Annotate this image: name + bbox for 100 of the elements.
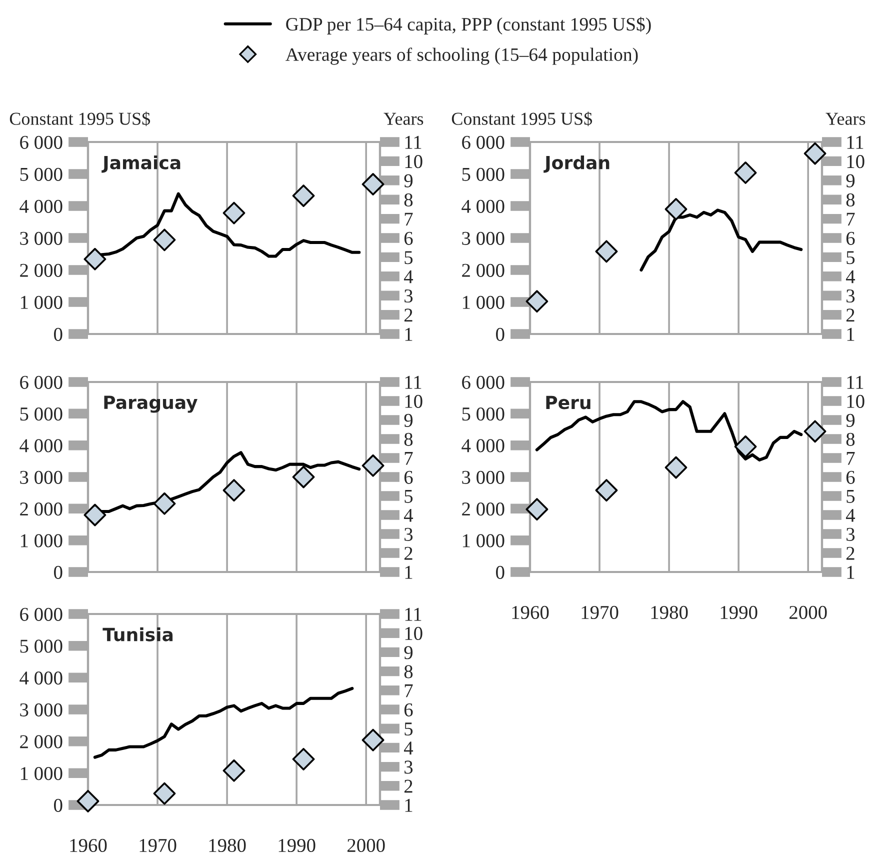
y-tick-label: 2 000 bbox=[20, 735, 62, 748]
y-tick-label: 3 000 bbox=[20, 703, 62, 716]
y2-tick-label: 11 bbox=[847, 376, 864, 389]
y2-tick-label: 6 bbox=[404, 232, 413, 245]
y2-tick-label: 5 bbox=[404, 490, 413, 503]
y2-tick-label: 4 bbox=[846, 508, 856, 522]
y2-tick-label: 4 bbox=[404, 508, 414, 522]
y-tick-label: 4 000 bbox=[20, 671, 62, 685]
point bbox=[362, 173, 384, 196]
y2-axis-title: Years bbox=[826, 112, 866, 125]
y2-tick-label: 4 bbox=[404, 270, 414, 284]
x-tick-label: 1960 bbox=[512, 606, 549, 620]
y2-tick-label: 7 bbox=[404, 212, 413, 226]
y2-tick-label: 3 bbox=[404, 289, 413, 303]
point bbox=[153, 492, 176, 515]
y-tick-label: 0 bbox=[496, 328, 504, 341]
y-tick-label: 5 000 bbox=[462, 168, 504, 181]
y2-tick-label: 7 bbox=[846, 452, 855, 465]
point bbox=[222, 759, 246, 782]
y2-tick-label: 2 bbox=[404, 546, 412, 560]
y-tick-label: 5 000 bbox=[20, 168, 62, 181]
y2-tick-label: 1 bbox=[847, 566, 854, 579]
point bbox=[595, 479, 618, 502]
y-axis-title: Constant 1995 US$ bbox=[10, 112, 150, 126]
x-tick-label: 1980 bbox=[651, 606, 688, 620]
y-tick-label: 2 000 bbox=[462, 264, 504, 277]
x-tick-label: 1960 bbox=[70, 838, 107, 852]
y-tick-label: 4 000 bbox=[462, 439, 504, 452]
y2-tick-label: 1 bbox=[847, 328, 854, 341]
y2-tick-label: 10 bbox=[847, 394, 864, 408]
y2-tick-label: 6 bbox=[846, 232, 855, 245]
point bbox=[734, 435, 757, 458]
x-tick-label: 1970 bbox=[582, 606, 618, 620]
x-tick-label: 1990 bbox=[278, 838, 316, 852]
y-tick-label: 5 000 bbox=[462, 407, 504, 421]
x-tick-label: 1990 bbox=[720, 606, 758, 620]
y-tick-label: 0 bbox=[496, 566, 504, 579]
y2-tick-label: 9 bbox=[846, 174, 855, 188]
point bbox=[804, 420, 826, 443]
point bbox=[292, 184, 315, 207]
point bbox=[292, 748, 315, 770]
x-tick-label: 1970 bbox=[140, 838, 176, 852]
point bbox=[84, 504, 106, 526]
y2-tick-label: 8 bbox=[404, 665, 413, 678]
point bbox=[362, 454, 384, 477]
y-tick-label: 1 000 bbox=[20, 296, 62, 309]
text: Paraguay bbox=[104, 396, 198, 413]
y-tick-label: 6 000 bbox=[462, 376, 504, 389]
y2-tick-label: 11 bbox=[405, 136, 422, 149]
point bbox=[804, 142, 826, 165]
y2-tick-label: 5 bbox=[404, 722, 413, 736]
line-series bbox=[93, 686, 354, 759]
text: Jamaica bbox=[102, 155, 180, 173]
y2-tick-label: 7 bbox=[404, 452, 413, 465]
y-tick-label: 1 000 bbox=[462, 296, 504, 309]
y-tick-label: 2 000 bbox=[20, 264, 62, 277]
y-tick-label: 0 bbox=[54, 566, 62, 579]
point bbox=[292, 466, 315, 488]
y2-tick-label: 10 bbox=[405, 394, 422, 408]
y2-tick-label: 2 bbox=[846, 546, 854, 560]
y2-tick-label: 3 bbox=[846, 528, 855, 541]
y-tick-label: 3 000 bbox=[20, 470, 62, 484]
y-tick-label: 6 000 bbox=[20, 136, 62, 149]
point bbox=[362, 728, 384, 752]
y-tick-label: 4 000 bbox=[20, 439, 62, 452]
y2-tick-label: 6 bbox=[404, 703, 413, 716]
y2-tick-label: 10 bbox=[405, 626, 422, 640]
y-tick-label: 1 000 bbox=[20, 534, 62, 548]
y2-tick-label: 5 bbox=[846, 251, 855, 264]
y-tick-label: 3 000 bbox=[20, 232, 62, 245]
y-tick-label: 5 000 bbox=[20, 407, 62, 421]
point bbox=[153, 782, 176, 805]
y2-tick-label: 10 bbox=[847, 155, 864, 168]
y2-tick-label: 2 bbox=[846, 308, 854, 322]
y2-tick-label: 8 bbox=[846, 432, 855, 446]
y-tick-label: 3 000 bbox=[462, 232, 504, 245]
y-tick-label: 0 bbox=[54, 798, 62, 812]
y2-tick-label: 7 bbox=[846, 212, 855, 226]
point bbox=[76, 790, 100, 812]
y2-tick-label: 9 bbox=[404, 646, 413, 660]
y-tick-label: 2 000 bbox=[20, 502, 62, 516]
y2-tick-label: 9 bbox=[404, 174, 413, 188]
y-tick-label: 0 bbox=[54, 328, 62, 341]
point bbox=[153, 228, 176, 252]
y2-tick-label: 5 bbox=[404, 251, 413, 264]
y2-tick-label: 10 bbox=[405, 155, 422, 168]
point bbox=[222, 479, 246, 502]
point bbox=[526, 290, 548, 313]
y2-tick-label: 8 bbox=[404, 193, 413, 207]
y2-tick-label: 3 bbox=[404, 528, 413, 541]
y2-tick-label: 7 bbox=[404, 684, 413, 698]
y-tick-label: 1 000 bbox=[20, 766, 62, 780]
y2-tick-label: 11 bbox=[847, 136, 864, 149]
y2-tick-label: 1 bbox=[405, 328, 412, 341]
y2-tick-label: 4 bbox=[404, 742, 414, 754]
x-tick-label: 2000 bbox=[348, 838, 385, 852]
y2-tick-label: 8 bbox=[404, 432, 413, 446]
legend-label: GDP per 15–64 capita, PPP (constant 1995 US$) bbox=[286, 16, 651, 34]
y2-tick-label: 2 bbox=[404, 308, 412, 322]
y2-tick-label: 4 bbox=[846, 270, 856, 284]
